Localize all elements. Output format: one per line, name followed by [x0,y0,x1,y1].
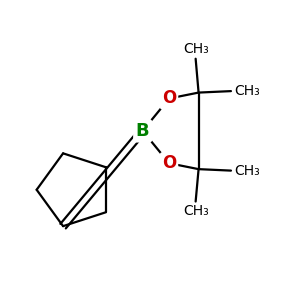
Text: CH₃: CH₃ [234,164,260,178]
Text: CH₃: CH₃ [183,42,208,56]
Text: O: O [162,89,176,107]
Text: CH₃: CH₃ [234,84,260,98]
Text: B: B [136,122,149,140]
Text: CH₃: CH₃ [183,205,208,218]
Text: O: O [162,154,176,172]
